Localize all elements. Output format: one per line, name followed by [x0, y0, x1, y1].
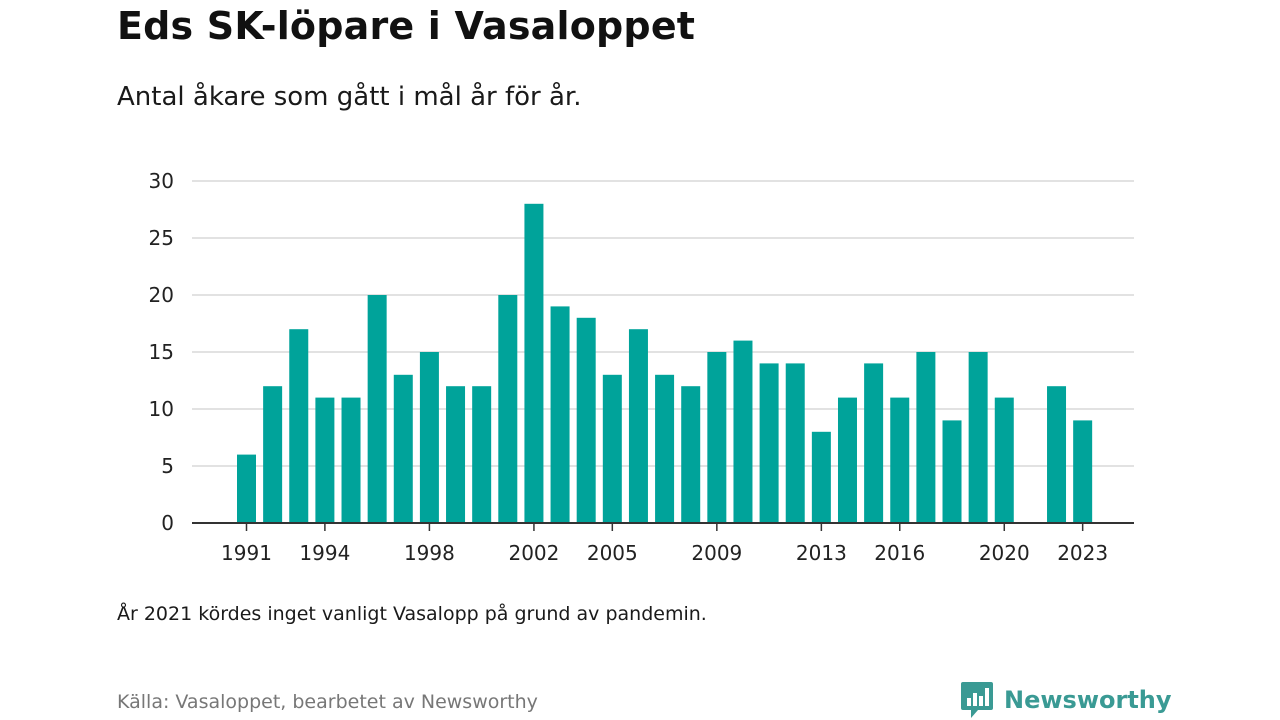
y-tick-label: 30: [149, 169, 174, 193]
bar: [602, 374, 622, 523]
x-tick-label: 1998: [404, 541, 455, 565]
bar: [1047, 386, 1067, 523]
chart-subtitle: Antal åkare som gått i mål år för år.: [117, 82, 582, 112]
bar: [341, 397, 361, 523]
bar: [759, 363, 779, 523]
x-tick-label: 2023: [1057, 541, 1108, 565]
bar: [733, 340, 753, 523]
brand-name: Newsworthy: [1004, 686, 1172, 714]
bar: [811, 431, 831, 523]
y-tick-label: 0: [161, 511, 174, 535]
x-tick-label: 2002: [508, 541, 559, 565]
bar: [576, 317, 596, 523]
bar: [446, 386, 466, 523]
bar: [237, 454, 256, 523]
y-tick-label: 25: [149, 226, 174, 250]
bar: [550, 306, 570, 523]
bar: [916, 352, 936, 523]
bar: [315, 397, 335, 523]
bar: [472, 386, 492, 523]
y-tick-label: 15: [149, 340, 174, 364]
x-tick-label: 1994: [299, 541, 350, 565]
x-tick-label: 2020: [979, 541, 1030, 565]
bar: [628, 329, 648, 523]
bar: [785, 363, 805, 523]
y-tick-label: 5: [161, 454, 174, 478]
x-tick-label: 1991: [221, 541, 272, 565]
bar: [367, 295, 387, 523]
bar: [655, 374, 675, 523]
bar: [994, 397, 1014, 523]
source-credit: Källa: Vasaloppet, bearbetet av Newswort…: [117, 691, 538, 713]
chart-title: Eds SK-löpare i Vasaloppet: [117, 4, 696, 48]
bar: [524, 203, 544, 524]
bar: [707, 352, 727, 523]
bar: [890, 397, 910, 523]
chart-note: År 2021 kördes inget vanligt Vasalopp på…: [117, 603, 707, 625]
bar: [968, 352, 988, 523]
x-tick-label: 2016: [874, 541, 925, 565]
y-tick-label: 10: [149, 397, 174, 421]
bar: [263, 386, 283, 523]
bar: [498, 295, 518, 523]
brand-logo: Newsworthy: [960, 680, 1172, 720]
x-tick-label: 2005: [587, 541, 638, 565]
newsworthy-logo-icon: [961, 682, 993, 718]
bar: [864, 363, 884, 523]
bar: [289, 329, 309, 523]
bar: [1073, 420, 1093, 523]
y-tick-label: 20: [149, 283, 174, 307]
bar: [419, 352, 439, 523]
x-tick-label: 2013: [796, 541, 847, 565]
bar: [393, 374, 413, 523]
bar-chart: 0 5 10 15 20 25 30 1991 1994 1998 2002 2005 2009 2013…: [149, 169, 1134, 565]
bar: [942, 420, 962, 523]
bar: [837, 397, 857, 523]
x-tick-label: 2009: [691, 541, 742, 565]
bar: [681, 386, 701, 523]
